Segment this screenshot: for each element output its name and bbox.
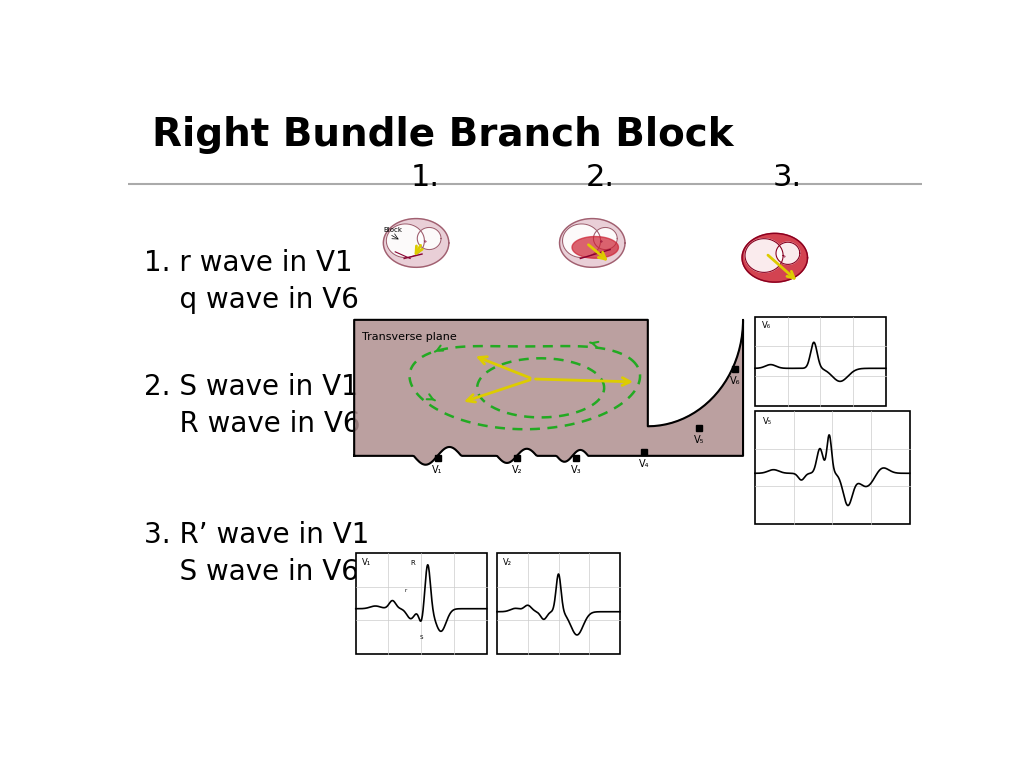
Polygon shape	[594, 227, 617, 250]
Text: 2.: 2.	[586, 164, 614, 193]
Text: Right Bundle Branch Block: Right Bundle Branch Block	[152, 116, 733, 154]
Polygon shape	[386, 224, 424, 257]
Text: V₂: V₂	[503, 558, 512, 568]
Polygon shape	[354, 319, 743, 465]
Text: S: S	[420, 635, 424, 640]
Text: 2. S wave in V1
    R wave in V6: 2. S wave in V1 R wave in V6	[143, 373, 360, 438]
Text: V₁: V₁	[362, 558, 372, 568]
Text: Block: Block	[383, 227, 402, 233]
Text: V₁: V₁	[432, 465, 442, 475]
Text: V₅: V₅	[694, 435, 705, 445]
Polygon shape	[383, 219, 449, 267]
Text: V₂: V₂	[512, 465, 522, 475]
Text: 3. R’ wave in V1
    S wave in V6: 3. R’ wave in V1 S wave in V6	[143, 521, 370, 586]
Text: V₆: V₆	[762, 321, 771, 330]
Bar	[497, 554, 621, 654]
Polygon shape	[572, 237, 618, 258]
Bar	[755, 412, 909, 524]
Polygon shape	[559, 219, 625, 267]
Text: 3.: 3.	[772, 164, 801, 193]
Polygon shape	[745, 239, 783, 273]
Bar	[355, 554, 486, 654]
Text: Transverse plane: Transverse plane	[362, 332, 457, 342]
Text: R: R	[411, 561, 416, 567]
Text: 1.: 1.	[411, 164, 440, 193]
Text: V₃: V₃	[571, 465, 582, 475]
Bar	[755, 317, 886, 406]
Polygon shape	[742, 233, 808, 282]
Text: r: r	[404, 588, 407, 593]
Polygon shape	[562, 224, 601, 257]
Text: V₄: V₄	[639, 458, 649, 468]
Text: V₅: V₅	[763, 417, 772, 426]
Text: V₆: V₆	[730, 376, 740, 386]
Polygon shape	[776, 242, 800, 264]
Text: 1. r wave in V1
    q wave in V6: 1. r wave in V1 q wave in V6	[143, 249, 358, 314]
Polygon shape	[417, 227, 441, 250]
